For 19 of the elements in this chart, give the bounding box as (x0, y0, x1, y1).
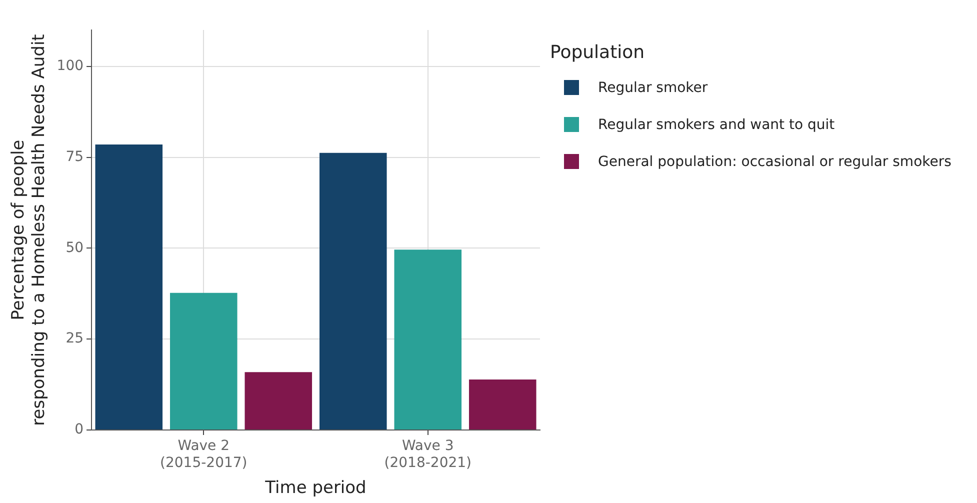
legend-label: Regular smokers and want to quit (598, 116, 835, 132)
bar (170, 292, 238, 430)
bar (244, 372, 312, 430)
x-axis-title: Time period (264, 478, 366, 498)
legend-title: Population (550, 42, 646, 63)
bar (394, 250, 462, 430)
y-tick-label: 0 (74, 422, 84, 438)
bar (320, 152, 387, 430)
bar (95, 144, 163, 430)
y-tick-label: 50 (66, 240, 84, 256)
y-axis-title: Percentage of people responding to a Homeless Health Needs Audit (8, 34, 50, 426)
y-tick-label: 25 (66, 330, 84, 347)
bar (468, 379, 536, 430)
x-tick-label: Wave 3 (2018-2021) (384, 438, 472, 471)
y-tick-label: 100 (56, 58, 84, 74)
legend-label: Regular smoker (598, 80, 708, 96)
y-tick-label: 75 (66, 148, 84, 165)
legend-label: General population: occasional or regular smokers (598, 154, 952, 170)
x-tick-label: Wave 2 (2015-2017) (160, 438, 248, 471)
